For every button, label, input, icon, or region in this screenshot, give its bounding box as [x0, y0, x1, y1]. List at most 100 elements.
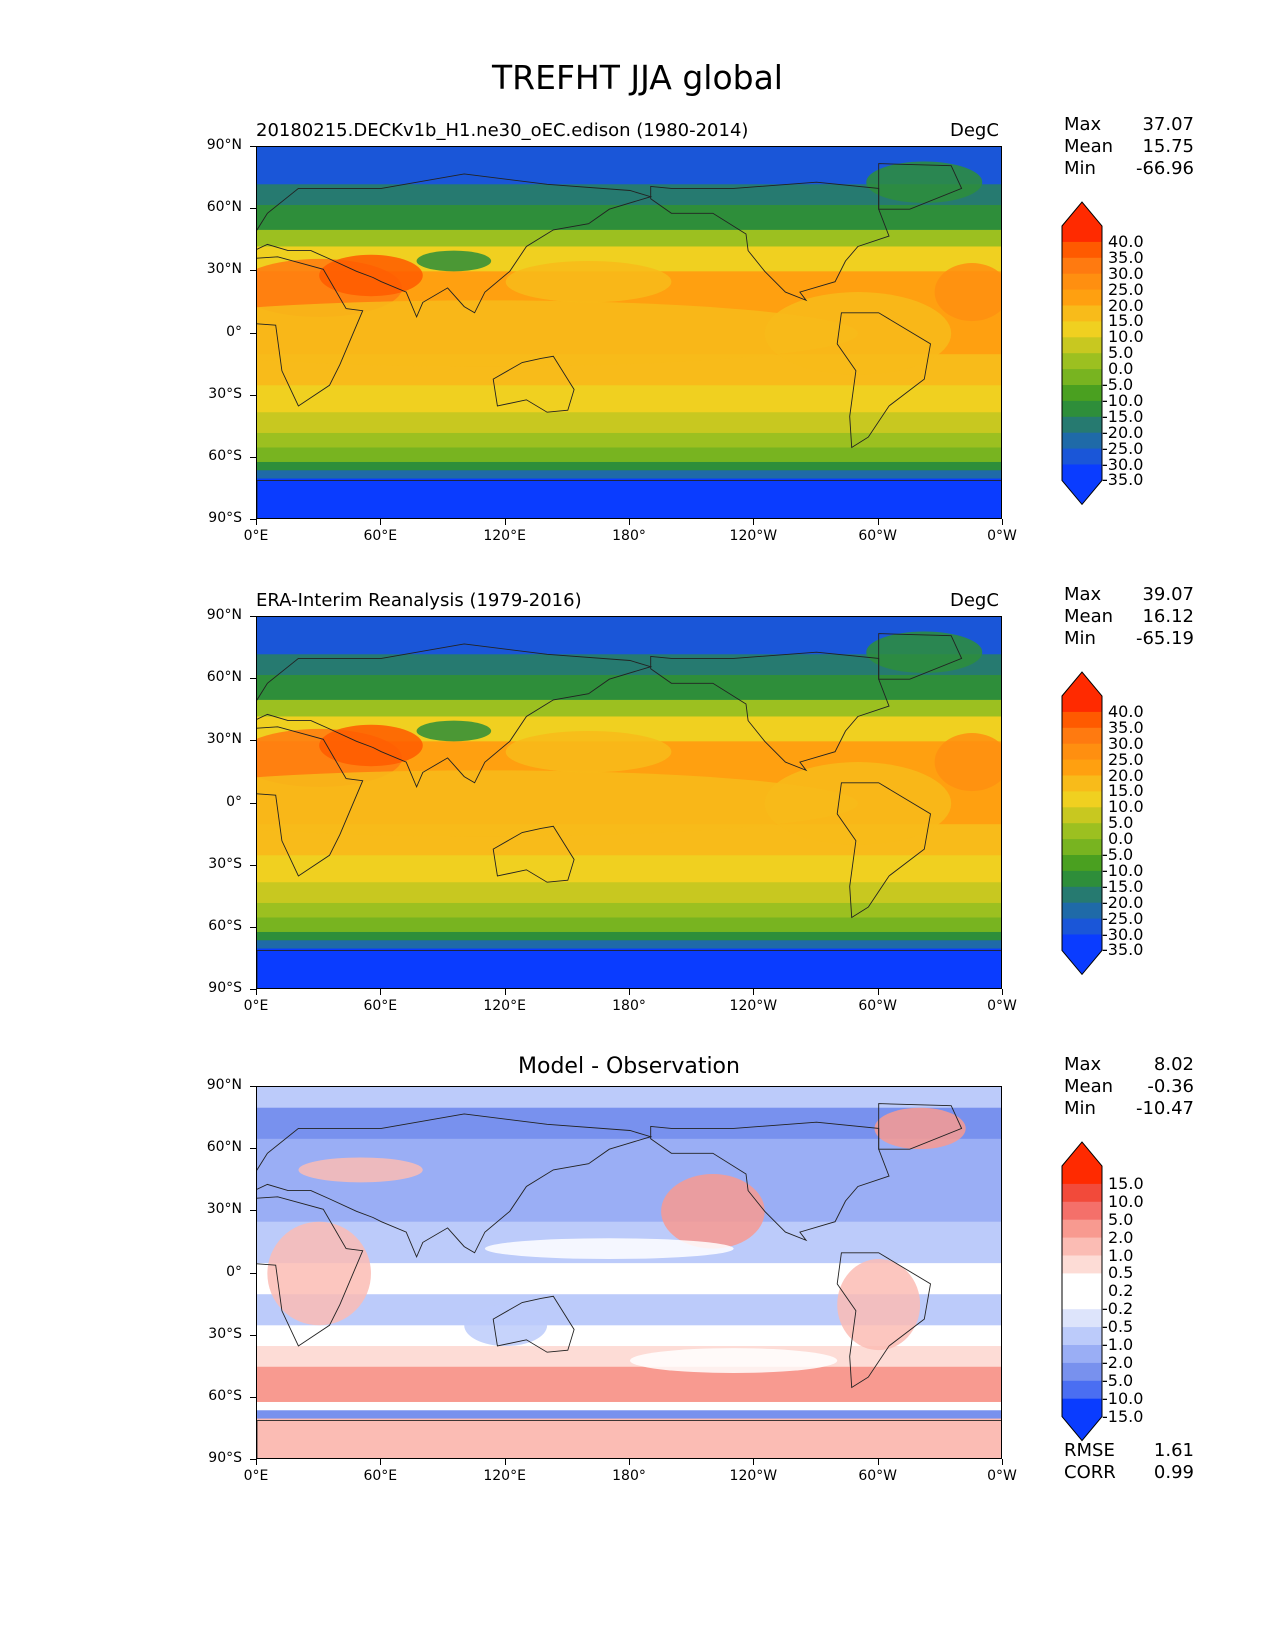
colorbar-segment [1062, 775, 1102, 792]
y-tick-label: 30°S [208, 1325, 242, 1342]
colorbar-extend-min [1062, 480, 1102, 505]
colorbar-level-label: -5.0 [1102, 845, 1134, 864]
colorbar-level-label: 5.0 [1108, 813, 1134, 833]
temperature-anomaly-region [319, 254, 423, 297]
colorbar-segment [1062, 1380, 1102, 1400]
colorbar-level-label: 0.5 [1108, 1263, 1134, 1283]
y-tick-label: 90°N [206, 1077, 242, 1093]
x-tick-mark [1002, 1459, 1003, 1465]
colorbar-level-label: 15.0 [1108, 1173, 1144, 1193]
y-tick-mark [250, 1148, 256, 1150]
y-tick-label: 30°N [206, 261, 242, 278]
temperature-anomaly-region [416, 720, 492, 742]
difference-band [257, 1087, 1001, 1109]
colorbar-level-label: -10.0 [1102, 860, 1144, 880]
difference-region [837, 1258, 921, 1351]
x-tick-mark [629, 519, 630, 525]
y-tick-label: 90°S [208, 510, 242, 526]
x-tick-label: 180° [612, 998, 646, 1014]
y-tick-mark [250, 1272, 256, 1274]
colorbar-segment [1062, 1183, 1102, 1203]
units-label: DegC [950, 120, 999, 141]
y-tick-mark [250, 332, 256, 334]
panel-title: 20180215.DECKv1b_H1.ne30_oEC.edison (198… [256, 120, 749, 141]
panel-title: ERA-Interim Reanalysis (1979-2016) [256, 590, 582, 611]
colorbar-segment [1062, 241, 1102, 259]
colorbar-segment [1062, 432, 1102, 450]
stats-box: Max 39.07 Mean 16.12 Min -65.19 [1064, 584, 1194, 650]
colorbar-segment [1062, 839, 1102, 856]
y-tick-mark [250, 1396, 256, 1398]
y-tick-label: 90°N [206, 137, 242, 153]
colorbar-outline [1061, 1141, 1103, 1442]
x-tick-mark [256, 989, 257, 995]
x-tick-mark [753, 1459, 755, 1465]
difference-band [257, 1418, 1001, 1458]
max-value: 8.02 [1153, 1054, 1194, 1075]
temperature-anomaly-region [505, 730, 672, 773]
coastline [257, 643, 653, 789]
y-tick-mark [250, 740, 256, 742]
temperature-band [257, 882, 1001, 904]
difference-region [874, 1107, 966, 1150]
metrics-box: RMSE 1.61 CORR 0.99 [1064, 1440, 1194, 1484]
colorbar-level-label: -15.0 [1102, 406, 1144, 426]
y-tick-label: 0° [226, 1263, 242, 1280]
colorbar-level-label: -0.5 [1102, 1317, 1134, 1337]
temperature-anomaly-region [934, 263, 1001, 322]
max-label: Max [1064, 114, 1102, 135]
colorbar-segment [1062, 225, 1102, 243]
y-tick-mark [250, 1459, 256, 1460]
colorbar-level-label: 10.0 [1108, 1191, 1144, 1211]
colorbar-level-label: -20.0 [1102, 892, 1144, 912]
colorbar-level-label: -15.0 [1102, 1406, 1144, 1426]
coastline [492, 1295, 575, 1353]
units-label: DegC [950, 590, 999, 611]
temperature-anomaly-region [934, 733, 1001, 792]
temperature-band [257, 654, 1001, 676]
colorbar-segment [1062, 695, 1102, 713]
coastline [257, 726, 364, 877]
y-tick-mark [250, 208, 256, 210]
min-value: -66.96 [1135, 158, 1194, 179]
colorbar-level-label: 35.0 [1108, 247, 1144, 267]
difference-region [630, 1348, 838, 1373]
difference-region [267, 1221, 371, 1326]
temperature-band [257, 229, 1001, 248]
mean-value: 16.12 [1142, 606, 1194, 627]
y-tick-label: 30°N [206, 1201, 242, 1218]
colorbar-segment [1062, 400, 1102, 418]
difference-band [257, 1346, 1001, 1368]
colorbar-extend-max [1062, 1142, 1102, 1166]
colorbar-segment [1062, 1309, 1102, 1328]
colorbar-segment [1062, 854, 1102, 872]
x-tick-mark [753, 519, 755, 525]
coastline [878, 1103, 963, 1150]
temperature-band [257, 931, 1001, 941]
y-tick-label: 60°N [206, 199, 242, 216]
x-tick-mark [1002, 989, 1003, 995]
colorbar-level-label: -0.2 [1102, 1299, 1134, 1319]
x-tick-label: 120°W [729, 998, 778, 1014]
colorbar-segment [1062, 1398, 1102, 1418]
colorbar-level-label: 40.0 [1108, 701, 1144, 721]
colorbar-level-label: -30.0 [1102, 454, 1144, 474]
colorbar-segment [1062, 337, 1102, 354]
colorbar-level-label: 10.0 [1108, 797, 1144, 817]
temperature-band [257, 855, 1001, 883]
y-tick-mark [250, 146, 256, 147]
colorbar-segment [1062, 1219, 1102, 1239]
colorbar-segment [1062, 273, 1102, 291]
diff-map [256, 1086, 1002, 1459]
x-tick-label: 0°E [243, 528, 269, 544]
x-tick-mark [877, 989, 879, 995]
figure-title: TREFHT JJA global [492, 58, 783, 97]
corr-value: 0.99 [1153, 1462, 1194, 1483]
x-tick-label: 0°E [243, 998, 269, 1014]
colorbar-segment [1062, 934, 1102, 951]
y-tick-mark [250, 1086, 256, 1087]
colorbar-extend-max [1062, 671, 1102, 696]
max-label: Max [1064, 1054, 1102, 1075]
coastline [257, 950, 1001, 988]
colorbar-level-label: 1.0 [1108, 1245, 1134, 1265]
